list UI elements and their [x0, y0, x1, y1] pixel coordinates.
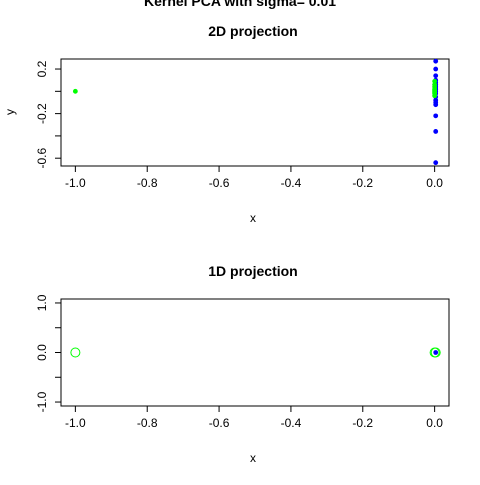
x-tick-label-2d: -0.2	[352, 176, 373, 190]
plot-frame-1d	[60, 298, 450, 407]
x-tick-label-2d: 0.0	[426, 176, 443, 190]
y-axis-label-2d: y	[3, 109, 17, 115]
x-tick-label-2d: -1.0	[65, 176, 86, 190]
x-tick-label-1d: -0.8	[137, 416, 158, 430]
data-point	[432, 78, 438, 84]
data-point	[433, 160, 439, 166]
panel-title-2d: 2D projection	[208, 23, 297, 39]
data-point	[433, 129, 439, 134]
data-point	[433, 102, 439, 108]
y-tick-label-1d: -1.0	[35, 391, 49, 412]
points-2d	[72, 58, 439, 166]
y-axis-1d: -1.0 0.0 1.0	[35, 294, 61, 412]
data-point	[433, 73, 439, 79]
points-1d	[70, 347, 441, 358]
data-point	[433, 113, 439, 119]
data-point	[433, 66, 439, 72]
x-tick-label-2d: -0.4	[281, 176, 302, 190]
data-point	[433, 58, 439, 64]
y-tick-label-2d: -0.2	[35, 103, 49, 124]
x-axis-label-1d: x	[250, 451, 256, 465]
y-tick-label-1d: 0.0	[35, 344, 49, 361]
x-axis-2d: -1.0 -0.8 -0.6 -0.4 -0.2 0.0	[65, 166, 443, 190]
x-axis-label-2d: x	[250, 211, 256, 225]
plot-frame-2d	[60, 58, 450, 167]
y-tick-label-2d: 0.2	[35, 60, 49, 77]
data-point	[70, 347, 81, 358]
panel-title-1d: 1D projection	[208, 263, 297, 279]
figure-title: Kernel PCA with sigma= 0.01	[144, 0, 336, 9]
x-tick-label-1d: -1.0	[65, 416, 86, 430]
scatter-2d-panel: 2D projection x y -1.0 -0.8 -0.6 -0.4 -0.2 0.…	[3, 23, 450, 225]
x-tick-label-2d: -0.6	[209, 176, 230, 190]
x-tick-label-1d: -0.2	[352, 416, 373, 430]
y-tick-label-2d: -0.6	[35, 148, 49, 169]
x-tick-label-1d: -0.6	[209, 416, 230, 430]
data-point	[433, 350, 439, 355]
scatter-1d-panel: 1D projection x -1.0 -0.8 -0.6 -0.4 -0.2 0.0 …	[35, 263, 450, 465]
y-tick-label-1d: 1.0	[35, 294, 49, 311]
x-tick-label-2d: -0.8	[137, 176, 158, 190]
data-point	[72, 88, 78, 94]
x-axis-1d: -1.0 -0.8 -0.6 -0.4 -0.2 0.0	[65, 406, 443, 430]
x-tick-label-1d: 0.0	[426, 416, 443, 430]
data-point	[432, 93, 438, 99]
data-point	[430, 347, 441, 358]
y-axis-2d: -0.6 -0.2 0.2	[35, 60, 61, 169]
x-tick-label-1d: -0.4	[281, 416, 302, 430]
